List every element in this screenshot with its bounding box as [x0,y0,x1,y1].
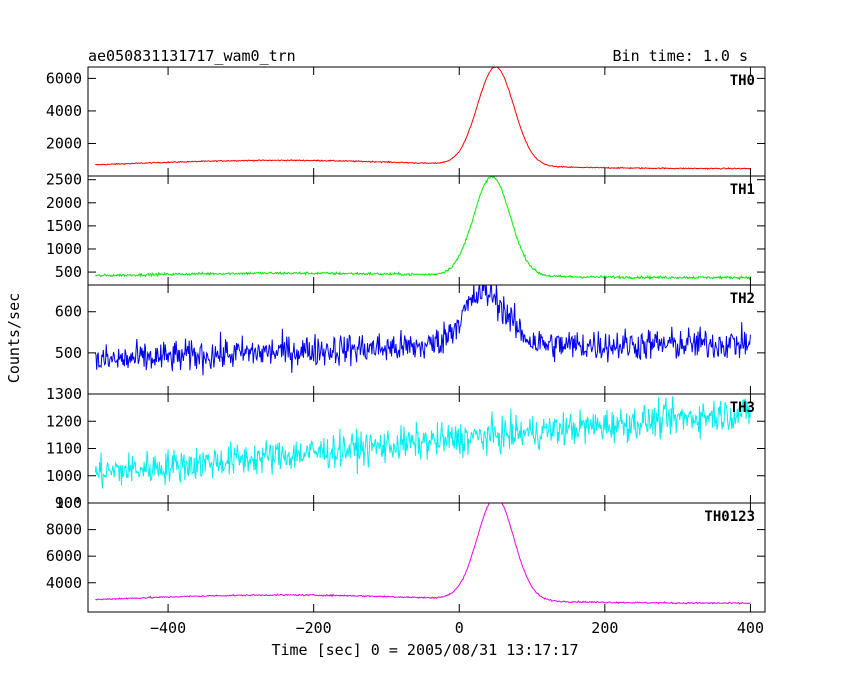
x-tick-label: 0 [455,619,464,637]
y-tick-label: 8000 [46,521,82,539]
panel-frame [87,66,766,177]
panel-label: TH2 [730,291,755,307]
chart-title: ae050831131717_wam0_trn [88,47,296,65]
y-tick-label: 4000 [46,574,82,592]
panel-th2: 500 600 TH2 [55,284,766,395]
series-th3 [94,396,751,489]
y-tick-label: 2500 [46,171,82,189]
x-tick-label: −200 [296,619,332,637]
x-axis-title: Time [sec] 0 = 2005/08/31 13:17:17 [271,641,578,659]
bin-time-label: Bin time: 1.0 s [613,47,748,65]
series-th1 [95,176,751,281]
y-tick-label: 2000 [46,194,82,212]
y-tick-label: 1200 [46,412,82,430]
y-tick-label: 500 [55,263,82,281]
panel-th0123: 4000 6000 8000 10⁴ TH0123 [46,494,766,613]
panel-th0: 2000 4000 6000 TH0 [46,66,766,177]
y-tick-label: 1500 [46,217,82,235]
series-th0123 [95,503,751,605]
panel-label: TH0123 [704,509,755,525]
panel-label: TH1 [730,182,755,198]
y-tick-label: 10⁴ [55,494,82,512]
y-tick-label: 1000 [46,240,82,258]
y-tick-label: 2000 [46,134,82,152]
x-tick-label: −400 [150,619,186,637]
y-tick-label: 1100 [46,440,82,458]
panel-frame [87,175,766,286]
series-th0 [95,67,751,170]
panel-th3: 900 1000 1100 1200 1300 TH3 [46,385,766,512]
panel-label: TH0 [730,73,755,89]
series-th2 [94,285,751,376]
panel-th1: 500 1000 1500 2000 2500 TH1 [46,171,766,286]
panel-frame [87,502,766,613]
y-tick-label: 6000 [46,547,82,565]
x-tick-label: 200 [591,619,618,637]
y-tick-label: 4000 [46,102,82,120]
x-tick-label: 400 [737,619,764,637]
x-axis: −400 −200 0 200 400 [150,619,764,637]
y-tick-label: 900 [55,494,82,512]
panel-label: TH3 [730,400,755,416]
y-tick-label: 500 [55,344,82,362]
y-tick-label: 600 [55,303,82,321]
y-axis-title: Counts/sec [5,293,23,383]
y-tick-label: 6000 [46,69,82,87]
y-tick-label: 1300 [46,385,82,403]
y-tick-label: 1000 [46,467,82,485]
